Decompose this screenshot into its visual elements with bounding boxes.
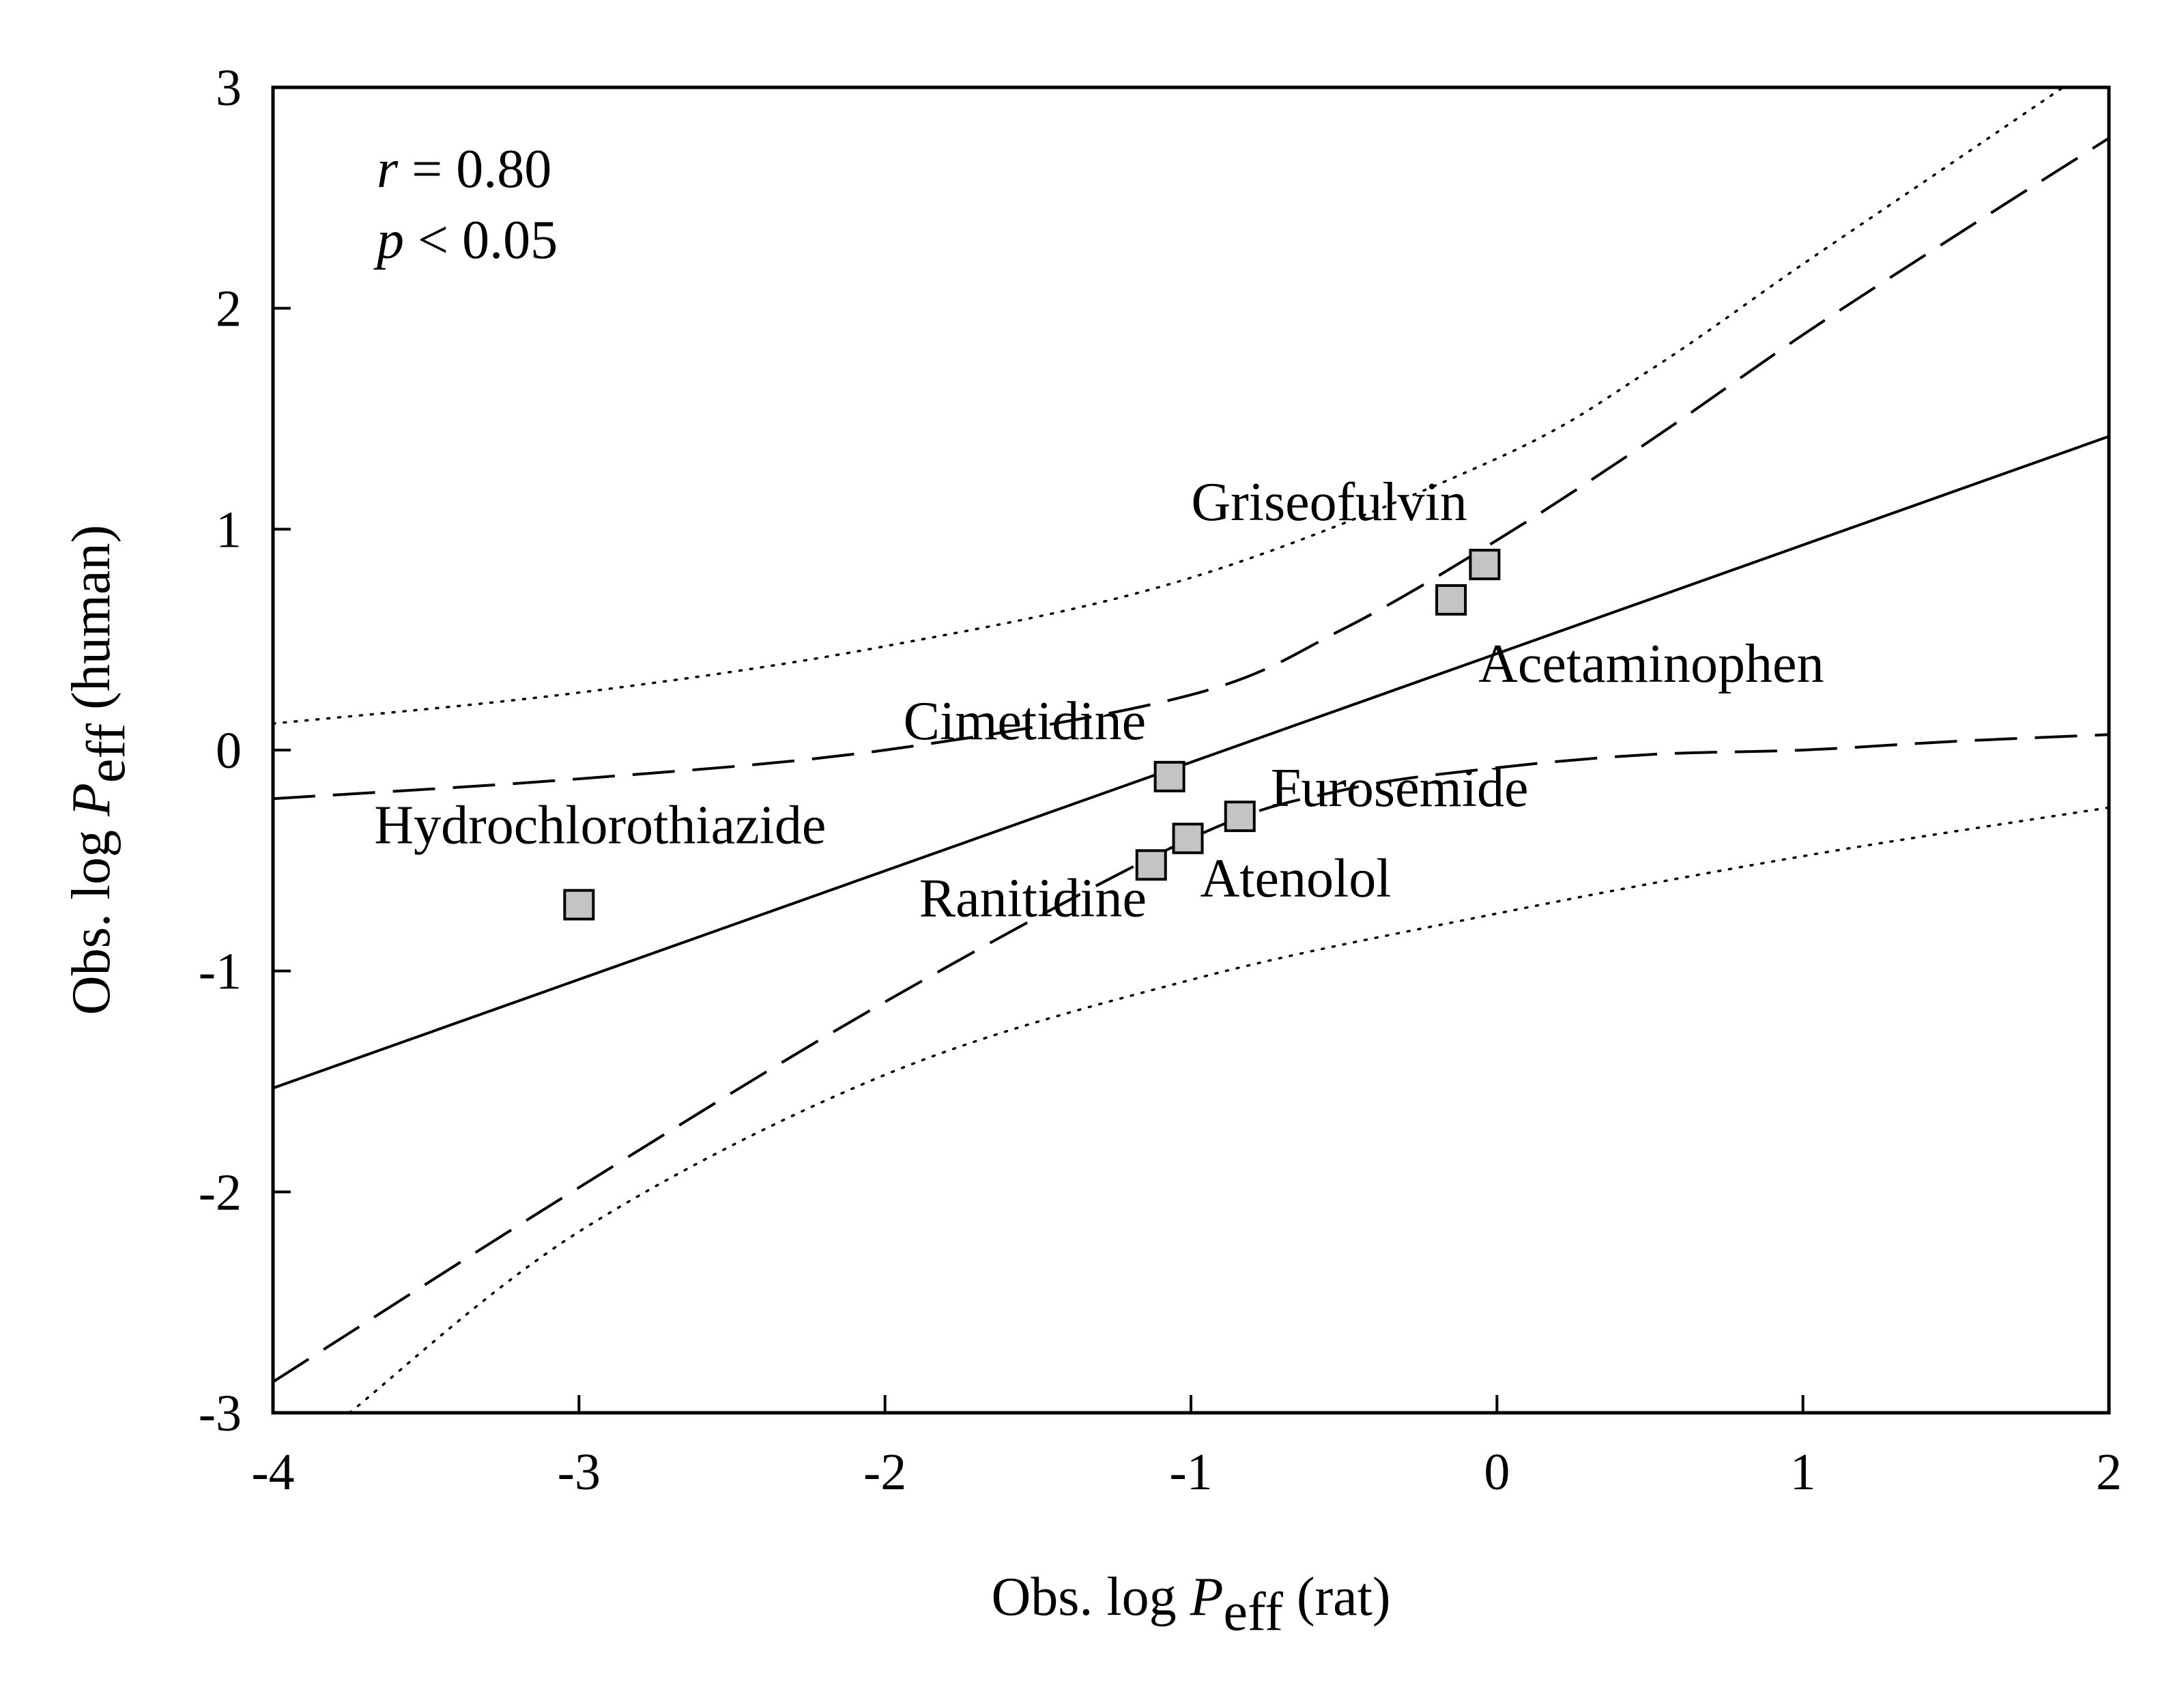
x-axis-title-var: P [1190,1567,1224,1627]
r-value: = 0.80 [398,139,551,199]
data-point [1172,822,1204,855]
data-point [563,889,595,921]
point-label: Atenolol [1201,848,1392,908]
y-axis-title: Obs. log Peff (human) [61,525,136,1015]
x-tick-label: -2 [863,1444,906,1501]
confidence-band-lower [273,733,2109,1383]
y-axis-title-sub: eff [76,723,136,783]
y-tick-label: -2 [199,1164,242,1221]
y-tick-label: -1 [199,943,242,1001]
data-point [1435,584,1467,616]
points-layer [563,549,1501,921]
point-label: Furosemide [1271,758,1529,818]
prediction-band-upper [273,87,2065,725]
y-axis-title-prefix: Obs. log [61,816,121,1015]
data-point [1135,849,1167,881]
y-axis-title-var: P [61,783,121,817]
point-label: Griseofulvin [1191,472,1467,532]
x-axis-title-suffix: (rat) [1283,1567,1391,1627]
data-point [1469,549,1501,581]
y-axis-title-suffix: (human) [61,525,121,723]
data-point [1224,801,1256,833]
y-tick-label: -3 [199,1385,242,1442]
point-labels-layer: Hydrochlorothiazide Ranitidine Cimetidine A… [374,472,1824,928]
confidence-band-upper [273,137,2109,801]
point-label: Ranitidine [919,868,1147,928]
x-axis-title-prefix: Obs. log [991,1567,1190,1627]
point-label: Cimetidine [904,691,1147,751]
x-tick-label: -4 [251,1444,294,1501]
x-tick-label: 1 [1790,1444,1816,1501]
p-symbol: p [373,210,404,270]
y-tick-label: 1 [216,501,242,558]
point-label: Hydrochlorothiazide [374,796,826,856]
r-symbol: r [377,139,399,199]
x-axis-title: Obs. log Peff (rat) [991,1567,1390,1642]
point-label: Acetaminophen [1478,634,1824,694]
x-axis-title-sub: eff [1224,1582,1284,1642]
y-tick-label: 2 [216,281,242,338]
regression-line [273,435,2109,1090]
p-annotation: p < 0.05 [373,210,558,270]
x-tick-label: -3 [558,1444,601,1501]
x-tick-label: 0 [1484,1444,1510,1501]
r-annotation: r = 0.80 [377,139,551,199]
x-tick-label: 2 [2096,1444,2122,1501]
x-tick-label: -1 [1169,1444,1212,1501]
y-tick-label: 0 [216,722,242,779]
lines-layer [273,87,2109,1413]
y-tick-label: 3 [216,59,242,117]
data-point [1153,760,1186,792]
p-value: < 0.05 [404,210,558,270]
